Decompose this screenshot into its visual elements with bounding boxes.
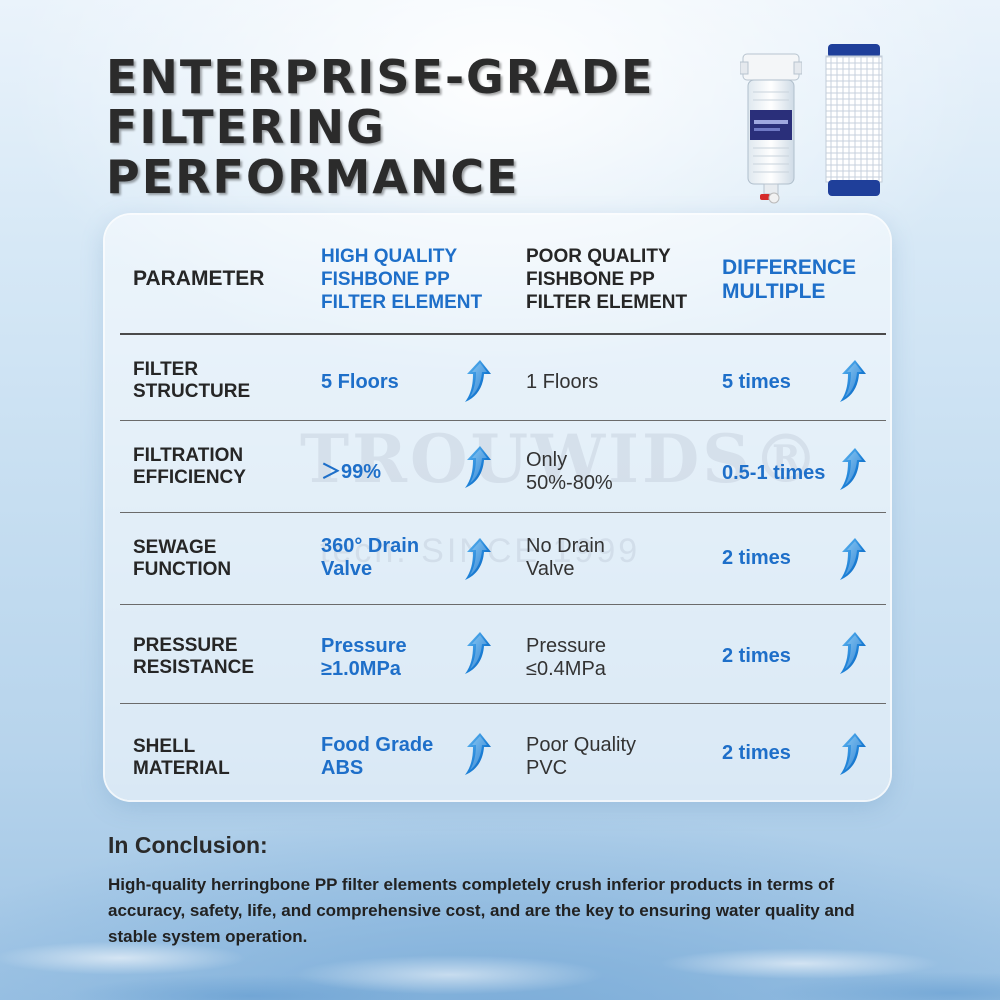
header-high-quality: HIGH QUALITY FISHBONE PP FILTER ELEMENT	[321, 245, 482, 314]
row-poor-value: No Drain Valve	[526, 535, 605, 581]
row-high-line: ABS	[321, 757, 364, 779]
row-parameter-line: SEWAGE	[133, 537, 217, 558]
row-parameter-line: EFFICIENCY	[133, 467, 246, 488]
filter-housing-image	[740, 53, 802, 204]
up-arrow-icon	[465, 632, 491, 674]
page-title: ENTERPRISE-GRADE FILTERING PERFORMANCE	[106, 52, 654, 202]
up-arrow-icon	[840, 632, 866, 674]
row-parameter-line: PRESSURE	[133, 635, 238, 656]
header-poor-line: FILTER ELEMENT	[526, 292, 688, 313]
row-poor-line: Valve	[526, 558, 575, 580]
row-high-line: Pressure	[321, 635, 407, 657]
row-parameter-line: FUNCTION	[133, 559, 232, 580]
header-diff-line: DIFFERENCE	[722, 256, 857, 279]
row-divider	[120, 512, 886, 513]
row-divider	[120, 703, 886, 704]
row-poor-line: No Drain	[526, 535, 605, 557]
row-difference: 5 times	[722, 371, 791, 393]
row-divider	[120, 604, 886, 605]
header-poor-line: POOR QUALITY	[526, 246, 671, 267]
row-difference: 2 times	[722, 742, 791, 764]
header-diff-line: MULTIPLE	[722, 280, 826, 303]
row-high-value: Food Grade ABS	[321, 734, 433, 780]
row-poor-value: 1 Floors	[526, 371, 598, 394]
row-high-line: ＞99%	[321, 461, 382, 483]
filter-cartridge-image	[825, 44, 883, 196]
table-row: FILTRATION EFFICIENCY ＞99% Only 50%-80% …	[0, 421, 1000, 519]
row-parameter-line: SHELL	[133, 736, 196, 757]
row-parameter: FILTRATION EFFICIENCY	[133, 445, 246, 489]
row-poor-line: 1 Floors	[526, 371, 599, 393]
row-parameter-line: FILTER	[133, 359, 199, 380]
header-parameter: PARAMETER	[133, 267, 265, 290]
row-parameter: FILTER STRUCTURE	[133, 359, 250, 403]
row-high-value: ＞99%	[321, 461, 381, 484]
row-high-value: 5 Floors	[321, 371, 399, 394]
row-poor-line: Poor Quality	[526, 734, 637, 756]
up-arrow-icon	[465, 538, 491, 580]
header-poor-line: FISHBONE PP	[526, 269, 655, 290]
row-difference: 2 times	[722, 547, 791, 569]
comparison-table	[105, 215, 890, 800]
water-background	[0, 860, 1000, 1000]
row-parameter-line: FILTRATION	[133, 445, 244, 466]
header-high-line: FISHBONE PP	[321, 269, 450, 290]
row-poor-line: ≤0.4MPa	[526, 658, 606, 680]
header-high-line: HIGH QUALITY	[321, 246, 458, 267]
table-row: PRESSURE RESISTANCE Pressure ≥1.0MPa Pre…	[0, 605, 1000, 703]
row-high-value: Pressure ≥1.0MPa	[321, 635, 407, 681]
row-high-line: Food Grade	[321, 734, 434, 756]
row-high-line: 360° Drain	[321, 535, 420, 557]
title-line-2: FILTERING	[106, 100, 386, 154]
conclusion-body: High-quality herringbone PP filter eleme…	[108, 875, 855, 946]
up-arrow-icon	[465, 733, 491, 775]
row-poor-value: Only 50%-80%	[526, 449, 613, 495]
up-arrow-icon	[465, 446, 491, 488]
row-divider	[120, 420, 886, 421]
row-high-line: Valve	[321, 558, 373, 580]
up-arrow-icon	[465, 360, 491, 402]
row-parameter: SHELL MATERIAL	[133, 736, 230, 780]
row-difference: 0.5-1 times	[722, 462, 826, 484]
row-poor-line: 50%-80%	[526, 472, 613, 494]
up-arrow-icon	[840, 733, 866, 775]
row-parameter: SEWAGE FUNCTION	[133, 537, 231, 581]
header-difference: DIFFERENCE MULTIPLE	[722, 256, 856, 304]
row-poor-line: PVC	[526, 757, 568, 779]
header-divider	[120, 333, 886, 335]
table-row: FILTER STRUCTURE 5 Floors 1 Floors 5 tim…	[0, 335, 1000, 433]
row-parameter: PRESSURE RESISTANCE	[133, 635, 254, 679]
title-line-3: PERFORMANCE	[106, 150, 520, 204]
header-poor-quality: POOR QUALITY FISHBONE PP FILTER ELEMENT	[526, 245, 687, 314]
row-high-line: ≥1.0MPa	[321, 658, 401, 680]
row-difference: 2 times	[722, 645, 791, 667]
title-line-1: ENTERPRISE-GRADE	[106, 50, 655, 104]
up-arrow-icon	[840, 448, 866, 490]
row-poor-value: Pressure ≤0.4MPa	[526, 635, 606, 681]
table-row: SEWAGE FUNCTION 360° Drain Valve No Drai…	[0, 513, 1000, 611]
row-poor-line: Only	[526, 449, 568, 471]
up-arrow-icon	[840, 538, 866, 580]
row-poor-line: Pressure	[526, 635, 607, 657]
row-parameter-line: RESISTANCE	[133, 657, 255, 678]
up-arrow-icon	[840, 360, 866, 402]
conclusion-title: In Conclusion:	[108, 832, 268, 858]
header-high-line: FILTER ELEMENT	[321, 292, 483, 313]
row-parameter-line: STRUCTURE	[133, 381, 251, 402]
row-poor-value: Poor Quality PVC	[526, 734, 636, 780]
row-parameter-line: MATERIAL	[133, 758, 230, 779]
row-high-line: 5 Floors	[321, 371, 399, 393]
row-high-value: 360° Drain Valve	[321, 535, 419, 581]
table-row: SHELL MATERIAL Food Grade ABS Poor Quali…	[0, 704, 1000, 802]
